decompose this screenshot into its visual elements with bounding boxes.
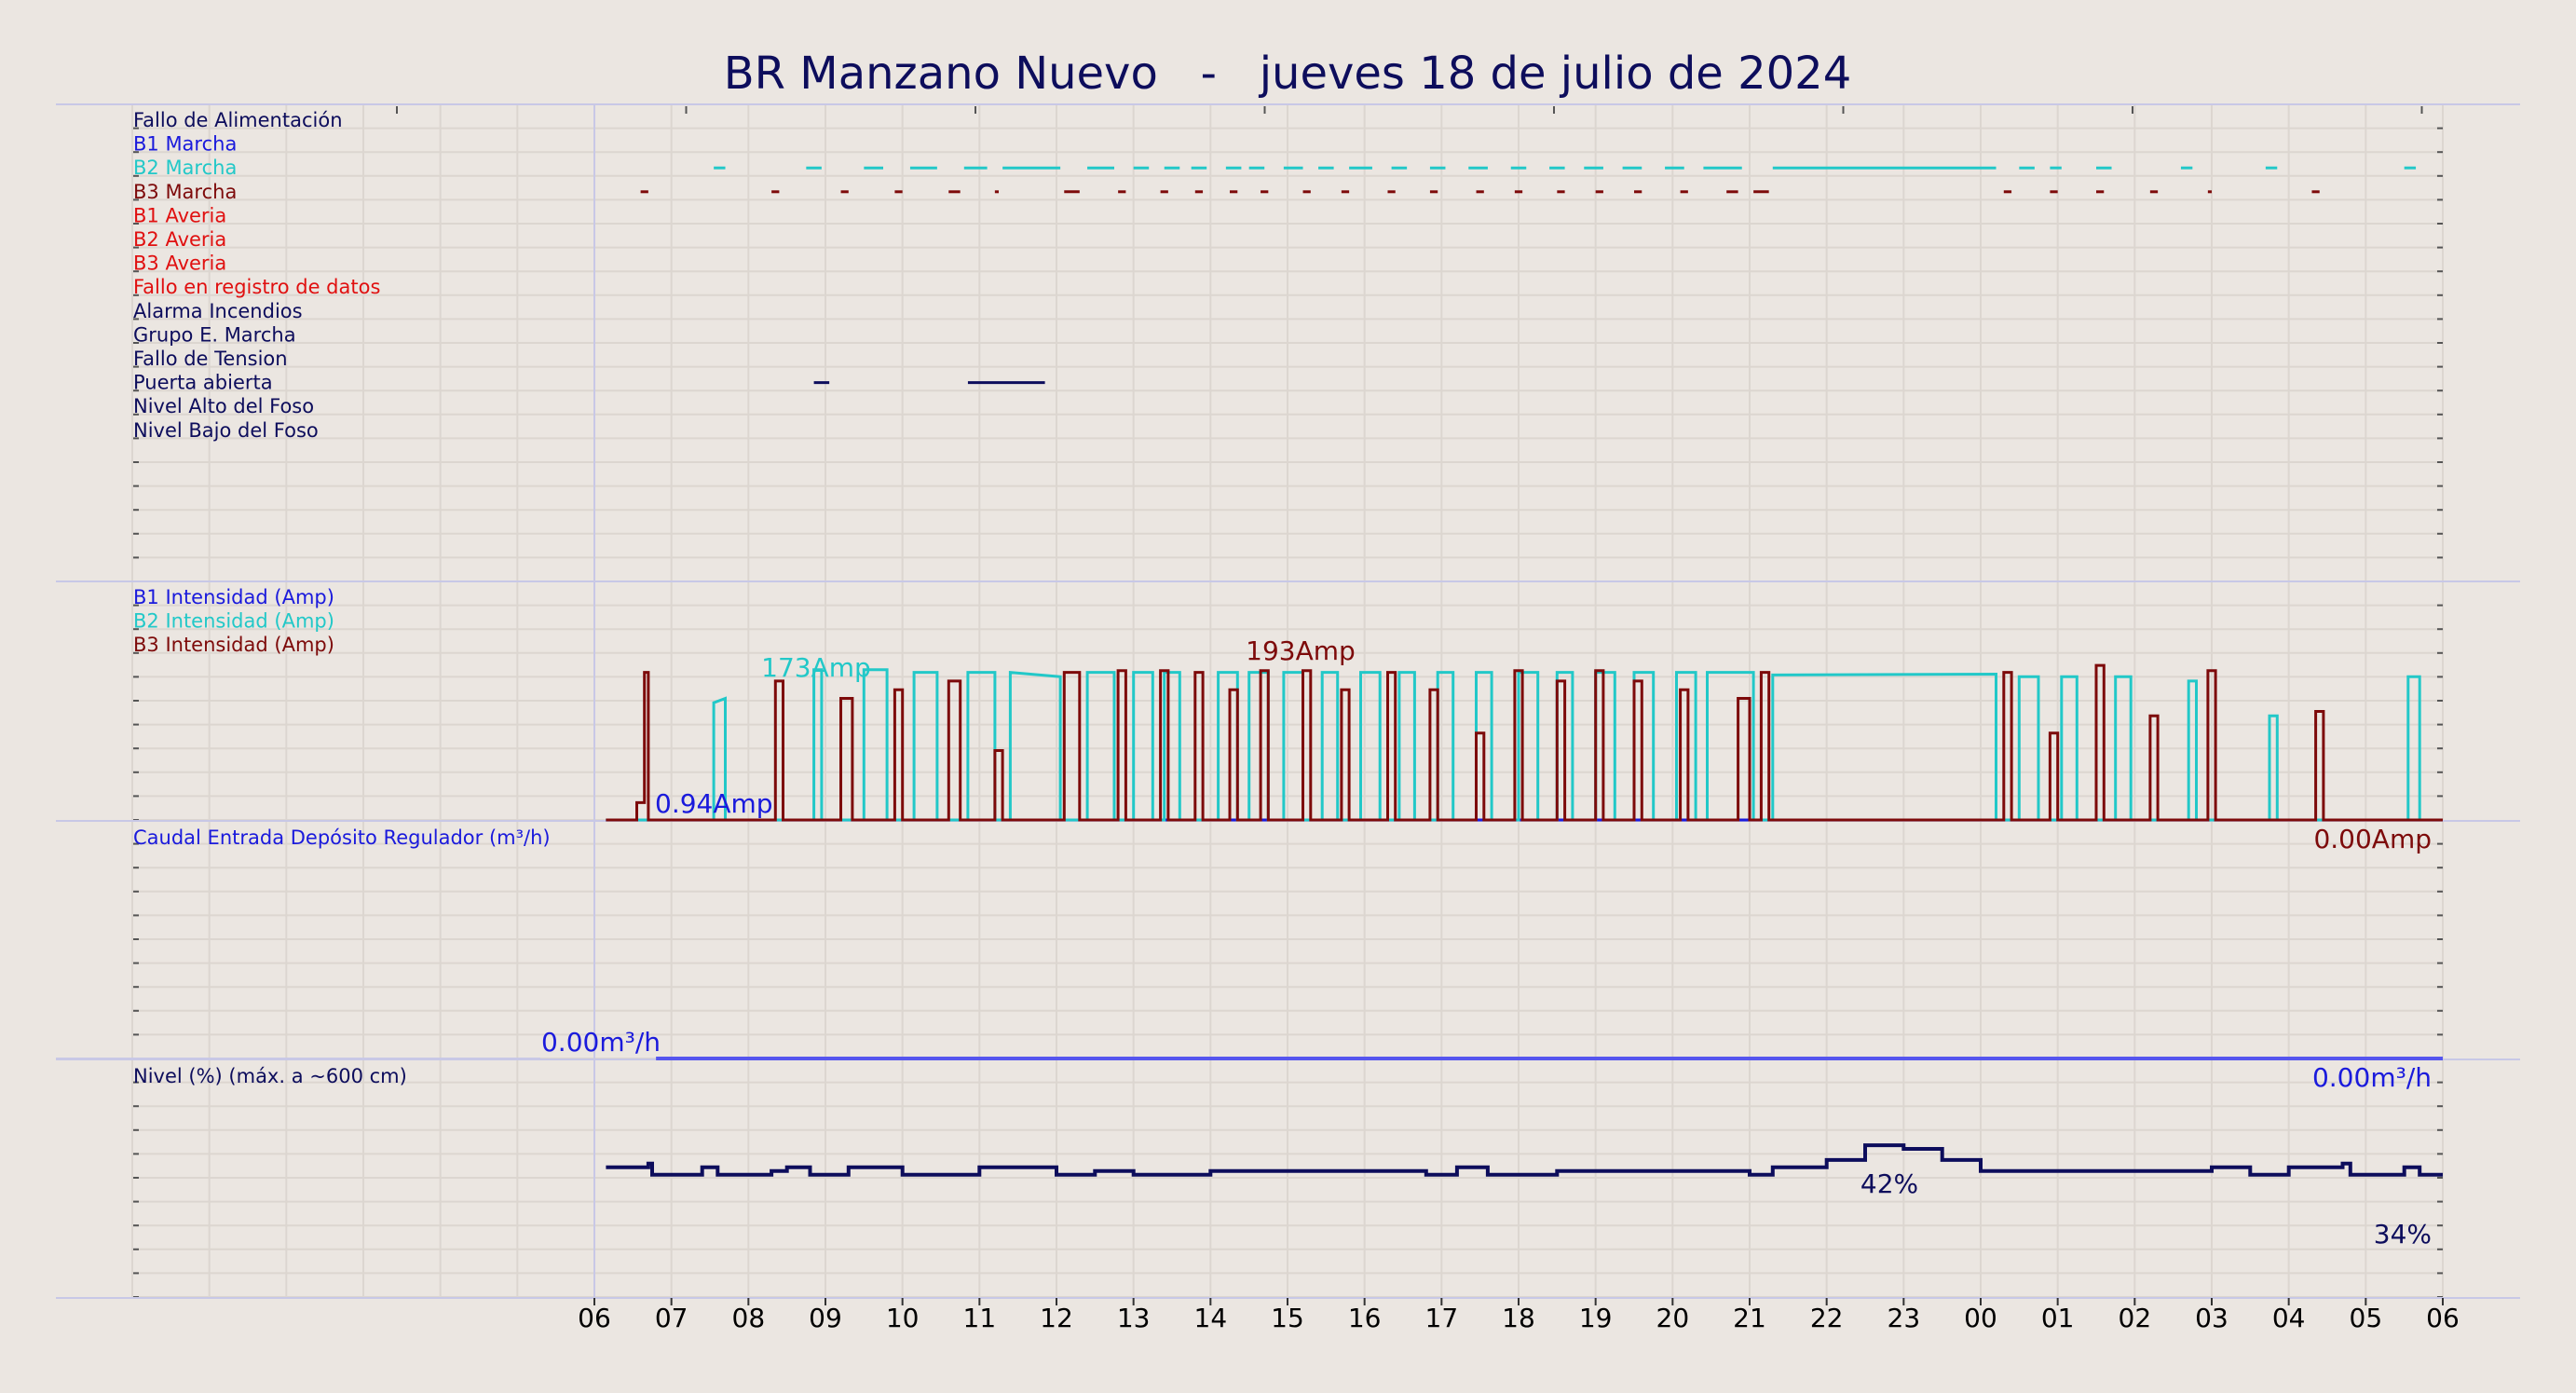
- signal-label: B3 Marcha: [133, 181, 237, 203]
- signal-label: Nivel Alto del Foso: [133, 395, 314, 417]
- x-tick-label: 06: [2426, 1303, 2460, 1333]
- signal-label: B1 Marcha: [133, 133, 237, 156]
- x-tick-label: 22: [1810, 1303, 1844, 1333]
- x-tick-label: 14: [1194, 1303, 1228, 1333]
- x-tick-label: 18: [1502, 1303, 1535, 1333]
- signal-label: Grupo E. Marcha: [133, 323, 296, 346]
- value-annotation: 0.00m³/h: [2312, 1062, 2432, 1093]
- signal-label: B2 Marcha: [133, 157, 237, 179]
- x-tick-label: 05: [2350, 1303, 2383, 1333]
- signal-label: B2 Averia: [133, 228, 226, 251]
- series-label: B2 Intensidad (Amp): [133, 610, 334, 633]
- x-tick-label: 06: [578, 1303, 611, 1333]
- x-tick-label: 17: [1425, 1303, 1459, 1333]
- signal-label: Fallo de Alimentación: [133, 109, 343, 131]
- x-tick-label: 16: [1348, 1303, 1382, 1333]
- x-tick-label: 10: [886, 1303, 920, 1333]
- x-tick-label: 15: [1271, 1303, 1304, 1333]
- series-label: Nivel (%) (máx. a ~600 cm): [133, 1065, 407, 1087]
- x-tick-label: 00: [1964, 1303, 1997, 1333]
- signal-label: Puerta abierta: [133, 372, 273, 394]
- signal-label: B1 Averia: [133, 204, 226, 226]
- x-tick-label: 19: [1579, 1303, 1613, 1333]
- x-tick-label: 23: [1888, 1303, 1921, 1333]
- value-annotation: 42%: [1860, 1168, 1918, 1199]
- x-tick-label: 04: [2272, 1303, 2306, 1333]
- x-tick-label: 01: [2041, 1303, 2075, 1333]
- value-annotation: 173Amp: [761, 652, 871, 683]
- series-label: Caudal Entrada Depósito Regulador (m³/h): [133, 826, 551, 849]
- x-tick-label: 08: [732, 1303, 766, 1333]
- signal-label: B3 Averia: [133, 253, 226, 275]
- annotations: 173Amp 193Amp 0.94Amp 0.00Amp 0.00m³/h 0.00m³…: [541, 635, 2432, 1250]
- signal-label: Nivel Bajo del Foso: [133, 419, 319, 442]
- series-label: B1 Intensidad (Amp): [133, 586, 334, 608]
- x-tick-label: 12: [1040, 1303, 1073, 1333]
- x-tick-label: 20: [1656, 1303, 1690, 1333]
- series-layer: [56, 166, 2443, 1177]
- series-label: B3 Intensidad (Amp): [133, 634, 334, 656]
- chart-title: BR Manzano Nuevo - jueves 18 de julio de…: [724, 48, 1852, 100]
- x-tick-label: 02: [2119, 1303, 2152, 1333]
- x-tick-label: 07: [655, 1303, 688, 1333]
- value-annotation: 34%: [2374, 1219, 2432, 1250]
- x-tick-label: 09: [809, 1303, 842, 1333]
- value-annotation: 0.00m³/h: [541, 1027, 661, 1058]
- value-annotation: 0.00Amp: [2313, 824, 2432, 854]
- signal-label: Alarma Incendios: [133, 300, 303, 322]
- signal-label: Fallo en registro de datos: [133, 276, 380, 298]
- value-annotation: 0.94Amp: [655, 788, 773, 819]
- series-line: [606, 1143, 2443, 1177]
- x-tick-label: 03: [2195, 1303, 2228, 1333]
- value-annotation: 193Amp: [1246, 635, 1356, 666]
- x-tick-label: 11: [963, 1303, 997, 1333]
- x-tick-label: 21: [1733, 1303, 1766, 1333]
- x-axis: 06 07 08 09 10 11 12 13 14 15 16 17 18 19 20 21 22 23 00 01…: [578, 1298, 2460, 1333]
- x-tick-label: 13: [1117, 1303, 1151, 1333]
- signal-label: Fallo de Tension: [133, 348, 288, 370]
- series-line: [606, 663, 2443, 822]
